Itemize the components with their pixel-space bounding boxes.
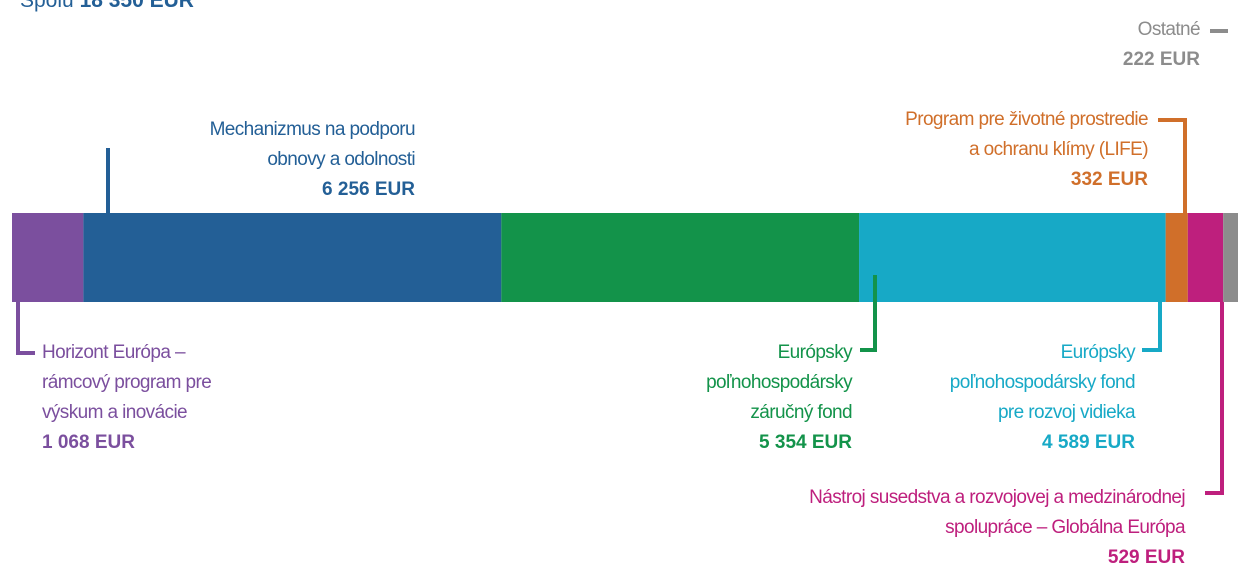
connector: [1158, 118, 1187, 213]
connector: [16, 302, 35, 355]
title: Spolu: [20, 0, 74, 12]
segment-value: 4 589 EUR: [1042, 432, 1135, 453]
segment-label: Európsky poľnohospodársky záručný fond 5 …: [706, 338, 853, 458]
segment-label: Program pre životné prostredie a ochranu…: [905, 105, 1148, 195]
segment-value: 529 EUR: [1107, 547, 1185, 568]
segment-value: 5 354 EUR: [759, 432, 852, 453]
bar-segment: [1223, 213, 1238, 302]
segment-name: Ostatné: [1137, 19, 1201, 40]
segment-label: Európsky poľnohospodársky fond pre rozvo…: [949, 338, 1136, 458]
bar-segment: [83, 213, 502, 302]
segment-label: Mechanizmus na podporu obnovy a odolnost…: [209, 115, 416, 205]
bar-segment: [501, 213, 860, 302]
segment-name: Európsky poľnohospodársky záručný fond: [706, 342, 853, 423]
connector: [1142, 302, 1162, 352]
segment-value: 332 EUR: [1070, 169, 1148, 190]
segment-value: 222 EUR: [1122, 49, 1200, 70]
title-block: Spolu 18 350 EUR: [20, 0, 194, 16]
bar-segment: [859, 213, 1166, 302]
bar-segment: [1165, 213, 1188, 302]
connector: [860, 275, 877, 352]
total-label: 18 350 EUR: [79, 0, 194, 12]
segment-label: Ostatné 222 EUR: [1122, 15, 1201, 75]
segment-label: Horizont Európa – rámcový program pre vý…: [42, 338, 212, 458]
segment-name: Mechanizmus na podporu obnovy a odolnost…: [209, 119, 416, 170]
segment-label: Nástroj susedstva a rozvojovej a medziná…: [809, 483, 1185, 573]
bar-segment: [1187, 213, 1224, 302]
connector: [1205, 302, 1224, 495]
bar-segment: [12, 213, 84, 302]
segment-name: Program pre životné prostredie a ochranu…: [905, 109, 1148, 160]
segment-value: 6 256 EUR: [322, 179, 415, 200]
segment-name: Nástroj susedstva a rozvojovej a medziná…: [809, 487, 1185, 538]
segment-value: 1 068 EUR: [42, 432, 135, 453]
segment-name: Európsky poľnohospodársky fond pre rozvo…: [949, 342, 1136, 423]
segment-name: Horizont Európa – rámcový program pre vý…: [42, 342, 212, 423]
